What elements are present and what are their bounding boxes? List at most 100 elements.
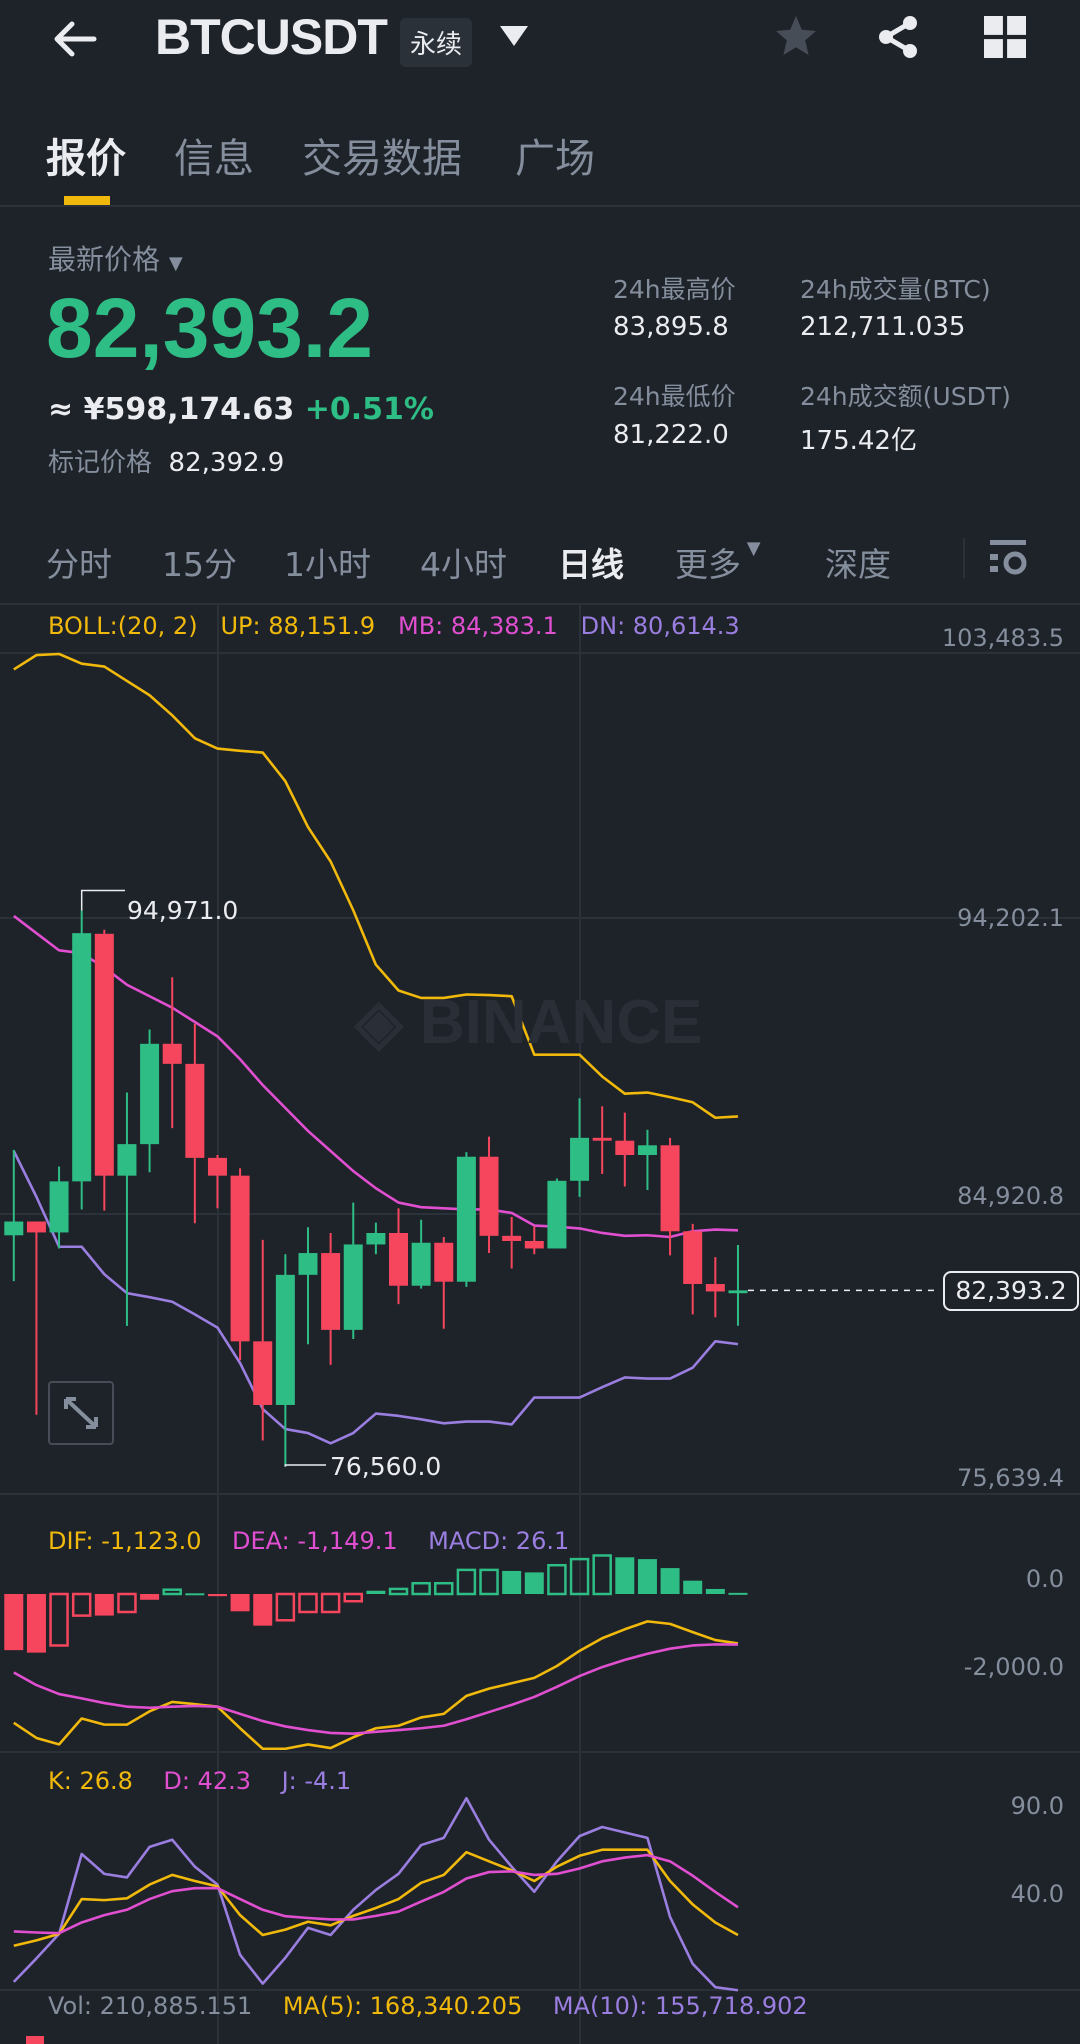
macd-histogram-bar: [162, 1588, 182, 1596]
candle-body: [456, 1156, 476, 1282]
settings-icon: [990, 540, 1027, 575]
tab-quote[interactable]: 报价: [46, 136, 126, 182]
macd-histogram-bar: [207, 1594, 227, 1597]
caret-down-icon: ▼: [168, 253, 183, 274]
macd-histogram-bar: [140, 1594, 160, 1600]
last-price-label[interactable]: 最新价格 ▼: [48, 238, 183, 278]
macd-legend: DIF: -1,123.0 DEA: -1,149.1 MACD: 26.1: [48, 1527, 569, 1555]
current-price-tag: 82,393.2: [943, 1271, 1079, 1311]
candle-body: [117, 1144, 137, 1176]
macd-histogram-bar: [705, 1588, 725, 1594]
macd-histogram-bar: [592, 1554, 612, 1596]
tab-square[interactable]: 广场: [515, 136, 595, 182]
chart-settings-button[interactable]: [988, 538, 1028, 582]
watermark-text: BINANCE: [419, 988, 703, 1057]
caret-down-icon[interactable]: [500, 26, 528, 46]
candle-body: [4, 1221, 24, 1236]
mark-price: 82,392.9: [168, 448, 285, 478]
volume-bar: [26, 2036, 44, 2044]
macd-tick: -2,000.0: [963, 1653, 1064, 1681]
macd-dif: DIF: -1,123.0: [48, 1527, 202, 1555]
macd-histogram-bar: [660, 1568, 680, 1594]
macd-histogram-bar: [117, 1592, 137, 1614]
macd-histogram-bar: [569, 1557, 590, 1596]
timeframe-more-label: 更多: [675, 545, 741, 584]
kdj-k: K: 26.8: [48, 1767, 133, 1795]
candle-body: [705, 1284, 725, 1292]
kdj-d-line: [13, 1853, 739, 1935]
layout-button[interactable]: [984, 16, 1026, 62]
macd-histogram-bar: [4, 1594, 24, 1651]
low-24h-label: 24h最低价: [613, 382, 736, 411]
timeframe-1h[interactable]: 1小时: [284, 545, 371, 584]
macd-histogram-bar: [275, 1592, 296, 1622]
kdj-tick: 90.0: [1010, 1792, 1064, 1820]
macd-histogram-bar: [94, 1594, 114, 1616]
volume-btc-label: 24h成交量(BTC): [800, 275, 991, 304]
fullscreen-button[interactable]: [48, 1381, 114, 1445]
volume-usdt-label: 24h成交额(USDT): [800, 382, 1011, 411]
candle-body: [728, 1290, 748, 1294]
candle-body: [434, 1242, 454, 1282]
timeframe-1d[interactable]: 日线: [558, 545, 624, 584]
boll-params: BOLL:(20, 2): [48, 612, 198, 640]
perpetual-badge: 永续: [400, 18, 473, 67]
last-price: 82,393.2: [46, 281, 373, 375]
grid-icon: [984, 16, 1026, 58]
tab-info[interactable]: 信息: [174, 136, 254, 182]
macd-histogram-bar: [728, 1592, 748, 1595]
macd-histogram-bar: [49, 1592, 69, 1647]
macd-histogram-bar: [456, 1568, 477, 1596]
macd-dea: DEA: -1,149.1: [232, 1527, 398, 1555]
toolbar-divider: [963, 538, 965, 578]
volume-usdt-value: 175.42亿: [800, 426, 917, 456]
candle-body: [72, 933, 92, 1182]
share-button[interactable]: [874, 12, 922, 66]
candle-body: [524, 1241, 544, 1249]
back-arrow-icon: [54, 21, 97, 57]
boll-mb-line: [13, 914, 739, 1239]
kdj-k-line: [13, 1848, 739, 1947]
candle-body: [275, 1274, 295, 1405]
last-price-label-text: 最新价格: [48, 243, 161, 276]
volume-ma10: MA(10): 155,718.902: [552, 1992, 808, 2020]
timeframe-more[interactable]: 更多 ▼: [675, 538, 761, 586]
candle-body: [570, 1137, 590, 1181]
kdj-j-line: [12, 1796, 739, 1992]
price-tick: 75,639.4: [957, 1464, 1064, 1492]
boll-dn: DN: 80,614.3: [580, 612, 740, 640]
caret-down-icon: ▼: [741, 538, 761, 559]
macd-histogram-bar: [479, 1568, 499, 1596]
low-24h-value: 81,222.0: [613, 420, 729, 450]
chart-top-divider: [0, 603, 1080, 605]
price-tick: 94,202.1: [957, 904, 1064, 932]
share-icon: [879, 16, 917, 58]
timeframe-depth[interactable]: 深度: [825, 545, 891, 584]
binance-logo-icon: ◈: [355, 988, 420, 1057]
macd-histogram-bar: [615, 1557, 635, 1594]
macd-histogram-bar: [366, 1590, 386, 1594]
symbol-title[interactable]: BTCUSDT: [155, 9, 388, 65]
boll-up: UP: 88,151.9: [220, 612, 376, 640]
candle-body: [637, 1145, 657, 1156]
macd-dif-line: [13, 1620, 739, 1751]
candle-body: [547, 1180, 567, 1249]
candle-body: [366, 1232, 386, 1245]
timeframe-time[interactable]: 分时: [46, 545, 112, 584]
candle-body: [592, 1137, 612, 1141]
candle-body: [49, 1181, 69, 1233]
high-marker-label: 94,971.0: [127, 896, 239, 925]
timeframe-15m[interactable]: 15分: [162, 545, 237, 584]
candle-body: [502, 1235, 522, 1242]
candle-body: [140, 1043, 160, 1145]
favorite-button[interactable]: [772, 12, 820, 64]
tab-trading-data[interactable]: 交易数据: [302, 136, 462, 182]
back-button[interactable]: [50, 14, 100, 64]
star-icon: [776, 16, 816, 55]
macd-histogram-bar: [26, 1594, 46, 1653]
timeframe-4h[interactable]: 4小时: [420, 545, 507, 584]
boll-legend: BOLL:(20, 2) UP: 88,151.9 MB: 84,383.1 D…: [48, 612, 740, 640]
candle-body: [185, 1063, 205, 1158]
low-marker-label: 76,560.0: [330, 1452, 442, 1481]
